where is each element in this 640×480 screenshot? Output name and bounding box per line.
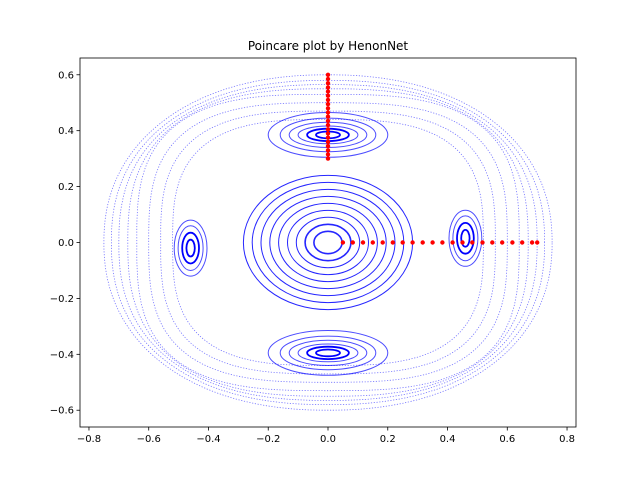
initial-point <box>325 81 331 86</box>
initial-point <box>430 240 435 245</box>
island-orbit <box>279 335 377 371</box>
initial-point <box>470 240 475 245</box>
initial-point <box>325 143 331 149</box>
initial-point <box>325 148 331 153</box>
initial-point <box>340 240 346 245</box>
initial-point <box>325 72 331 78</box>
island-orbit <box>177 225 204 272</box>
x-tick-label: 0.4 <box>440 434 456 445</box>
initial-point <box>529 240 535 245</box>
y-axis: −0.6 −0.4 −0.2 0.0 0.2 0.4 0.6 <box>50 70 80 417</box>
initial-point <box>510 240 515 245</box>
initial-point <box>325 89 331 94</box>
initial-points-layer <box>325 72 540 245</box>
y-tick-label: 0.6 <box>58 70 74 81</box>
island-orbit <box>456 222 475 255</box>
island-orbit <box>267 330 389 376</box>
central-orbit <box>278 202 378 283</box>
x-tick-label: 0.8 <box>559 434 575 445</box>
x-tick-label: −0.8 <box>77 434 101 445</box>
initial-point <box>325 118 331 124</box>
island-orbit <box>181 231 200 265</box>
initial-point <box>400 240 405 245</box>
central-orbit <box>295 216 361 269</box>
initial-point <box>370 240 375 245</box>
initial-point <box>490 240 495 245</box>
x-tick-label: −0.6 <box>137 434 161 445</box>
initial-point <box>390 240 395 245</box>
initial-point <box>325 156 331 161</box>
initial-point <box>500 240 505 245</box>
central-orbit <box>287 209 369 276</box>
initial-point <box>325 106 331 111</box>
island-orbit <box>288 339 368 366</box>
island-orbit <box>460 229 471 248</box>
outer-orbit <box>172 119 484 366</box>
island-orbit <box>448 209 483 267</box>
island-orbit <box>452 215 479 262</box>
x-tick-label: 0.6 <box>499 434 515 445</box>
x-tick-label: −0.2 <box>256 434 280 445</box>
y-tick-label: 0.2 <box>58 182 74 193</box>
y-tick-label: 0.4 <box>58 126 74 137</box>
initial-point <box>325 101 331 107</box>
outer-orbit <box>127 88 529 397</box>
x-tick-label: 0.2 <box>380 434 396 445</box>
initial-point <box>325 93 331 98</box>
x-axis: −0.8 −0.6 −0.4 −0.2 0.0 0.2 0.4 0.6 0.8 <box>77 427 575 445</box>
y-tick-label: −0.2 <box>50 294 74 305</box>
island-orbit <box>297 343 359 363</box>
y-tick-label: −0.6 <box>50 406 74 417</box>
outer-orbit <box>118 84 538 401</box>
initial-point <box>480 240 485 245</box>
y-tick-label: 0.0 <box>58 238 74 249</box>
island-orbit <box>185 238 196 258</box>
chart-title: Poincare plot by HenonNet <box>248 39 409 53</box>
initial-point <box>450 240 455 245</box>
initial-point <box>410 240 415 245</box>
initial-point <box>440 240 445 245</box>
outer-orbit <box>111 80 545 406</box>
central-orbit <box>269 195 387 290</box>
initial-point <box>325 131 331 136</box>
initial-point <box>325 127 331 132</box>
initial-point <box>420 240 425 245</box>
initial-point <box>350 240 355 245</box>
initial-point <box>360 240 366 245</box>
island-orbit <box>173 219 208 277</box>
initial-point <box>520 240 525 245</box>
island-orbit <box>306 345 350 360</box>
initial-point <box>325 76 331 82</box>
x-tick-label: 0.0 <box>320 434 336 445</box>
initial-point <box>380 240 385 245</box>
initial-point <box>535 240 540 245</box>
initial-point <box>325 85 331 90</box>
initial-point <box>325 139 331 145</box>
y-tick-label: −0.4 <box>50 350 74 361</box>
initial-point <box>325 122 331 128</box>
initial-point <box>325 152 331 157</box>
initial-point <box>325 135 331 140</box>
outer-orbit <box>160 110 496 375</box>
initial-point <box>325 97 331 103</box>
central-orbit <box>260 188 396 297</box>
initial-point <box>460 240 465 245</box>
island-orbit <box>315 348 341 358</box>
x-tick-label: −0.4 <box>196 434 220 445</box>
initial-point <box>325 110 331 115</box>
initial-point <box>325 114 331 119</box>
